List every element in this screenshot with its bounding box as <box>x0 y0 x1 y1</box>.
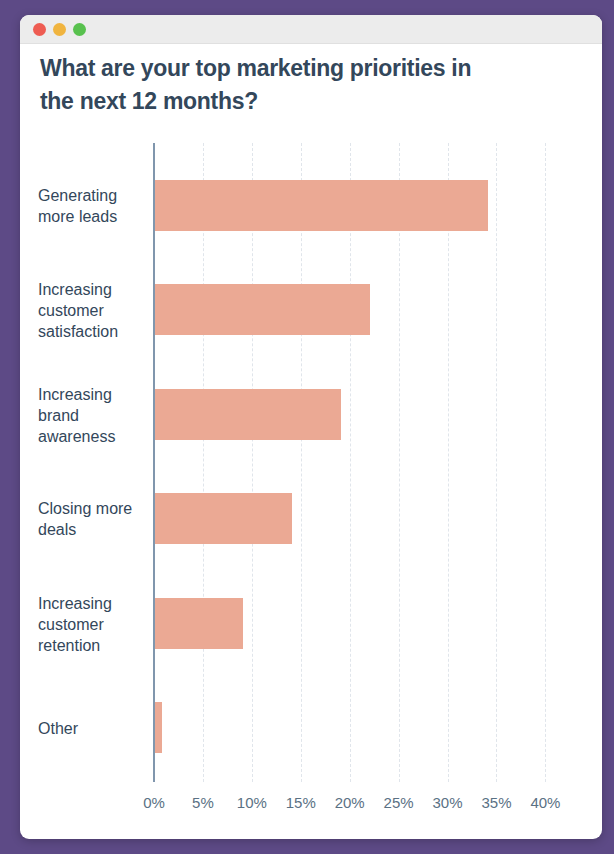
x-tick-label: 25% <box>384 794 414 811</box>
bar <box>155 180 488 231</box>
category-label: Increasing customer satisfaction <box>38 278 150 341</box>
x-tick-label: 15% <box>286 794 316 811</box>
bar-row: Increasing customer retention <box>20 598 602 649</box>
gridline <box>350 143 351 782</box>
x-tick-label: 40% <box>530 794 560 811</box>
category-label: Other <box>38 717 150 738</box>
category-label: Closing more deals <box>38 498 150 540</box>
category-label: Increasing brand awareness <box>38 383 150 446</box>
plot-area: Generating more leads Increasing customer… <box>20 15 602 839</box>
bar-row: Other <box>20 702 602 753</box>
gridline <box>399 143 400 782</box>
bar-row: Increasing customer satisfaction <box>20 284 602 335</box>
gridline <box>203 143 204 782</box>
category-label: Generating more leads <box>38 185 150 227</box>
gridline <box>252 143 253 782</box>
bar-row: Closing more deals <box>20 493 602 544</box>
bar <box>155 702 162 753</box>
bar-row: Increasing brand awareness <box>20 389 602 440</box>
gridline <box>545 143 546 782</box>
bar <box>155 389 341 440</box>
bar-row: Generating more leads <box>20 180 602 231</box>
bar <box>155 284 370 335</box>
x-tick-label: 30% <box>433 794 463 811</box>
browser-window: What are your top marketing priorities i… <box>20 15 602 839</box>
gridline <box>301 143 302 782</box>
gridline <box>448 143 449 782</box>
x-tick-label: 20% <box>335 794 365 811</box>
x-tick-label: 35% <box>481 794 511 811</box>
gridline <box>496 143 497 782</box>
x-tick-label: 0% <box>143 794 165 811</box>
bar <box>155 493 292 544</box>
x-tick-label: 10% <box>237 794 267 811</box>
x-tick-label: 5% <box>192 794 214 811</box>
bar <box>155 598 243 649</box>
category-label: Increasing customer retention <box>38 592 150 655</box>
y-axis-line <box>153 143 155 782</box>
